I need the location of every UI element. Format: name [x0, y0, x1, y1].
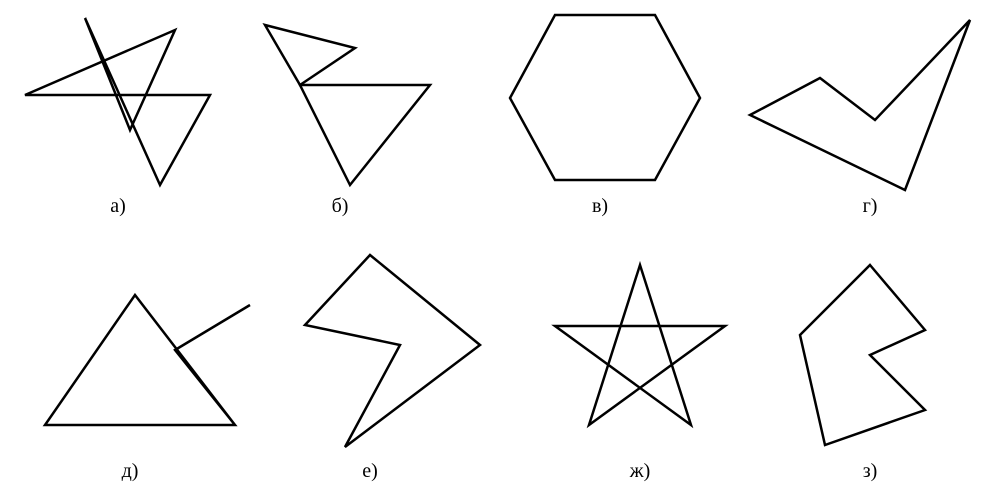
figure-z: [800, 265, 925, 445]
shape-d: [45, 295, 250, 425]
shape-g: [750, 20, 970, 190]
label-e: е): [362, 460, 378, 483]
figure-b: [265, 25, 430, 185]
shape-e: [305, 255, 480, 447]
figure-v: [510, 15, 700, 180]
figure-g: [750, 20, 970, 190]
shape-b: [300, 85, 430, 185]
label-zh: ж): [630, 460, 650, 483]
label-d: д): [122, 460, 139, 483]
figure-zh: [555, 265, 725, 425]
label-b: б): [332, 195, 349, 218]
shape-b: [265, 25, 355, 85]
figure-e: [305, 255, 480, 447]
label-v: в): [592, 195, 608, 218]
shape-zh: [555, 265, 725, 425]
shape-a: [25, 18, 210, 185]
label-g: г): [863, 195, 878, 218]
figure-a: [25, 18, 210, 185]
figure-d: [45, 295, 250, 425]
shape-z: [800, 265, 925, 445]
label-a: а): [110, 195, 126, 218]
figure-canvas: [0, 0, 995, 503]
shape-v: [510, 15, 700, 180]
label-z: з): [863, 460, 878, 483]
